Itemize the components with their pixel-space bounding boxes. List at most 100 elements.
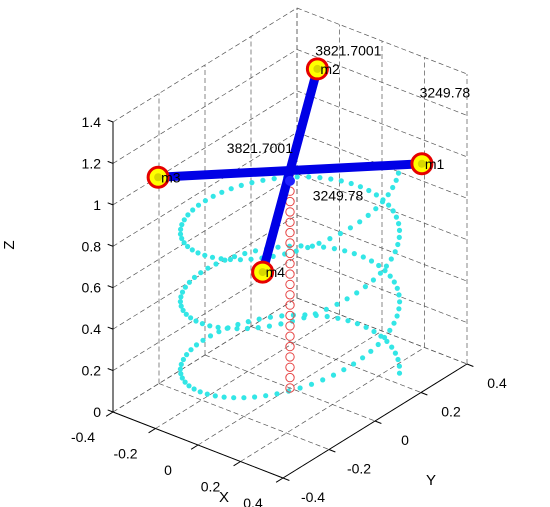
trajectory-point [328,176,334,182]
z-tick-mark [107,243,114,247]
trajectory-point [184,352,190,358]
trajectory-point [391,279,397,285]
vertical-track-series [285,186,295,393]
rotor-m4-hub [258,268,267,277]
trajectory-point [395,356,401,363]
trajectory-point [298,243,304,249]
trajectory-point [387,327,393,333]
trajectory-point [180,307,186,313]
trajectory-point [227,256,233,263]
trajectory-point [306,174,312,180]
z-tick-label: 0.2 [82,363,102,379]
trajectory-point [396,227,403,233]
trajectory-point [256,316,262,322]
trajectory-point [331,246,337,252]
trajectory-point [186,279,192,285]
x-tick-mark [105,411,114,417]
trajectory-point [373,192,379,198]
trajectory-point [305,244,311,251]
trajectory-point [341,367,347,373]
trajectory-point [387,273,393,279]
trajectory-point [338,178,344,184]
trajectory-point [337,230,343,237]
trajectory-point [385,192,391,198]
trajectory-point [195,250,201,256]
grid-line [112,90,298,206]
track-point [285,383,295,393]
trajectory-point [177,231,184,237]
trajectory-point [376,262,382,269]
trajectory-point [334,301,340,307]
trajectory-point [388,256,394,262]
trajectory-point [190,207,196,213]
track-point [285,310,295,321]
trajectory-point [231,254,238,260]
z-tick-label: 1.2 [82,155,102,171]
trajectory-point [327,236,333,242]
trajectory-point [351,251,357,257]
x-tick-mark [233,461,241,467]
trajectory-point [274,391,280,397]
trajectory-point [185,212,191,218]
trajectory-point [297,385,303,391]
z-tick-label: 0.4 [82,321,102,337]
trajectory-point [345,318,351,324]
y-tick-mark [282,477,290,481]
rotor-m1-hub [417,159,426,168]
trajectory-point [323,306,329,312]
trajectory-point [396,234,402,240]
trajectory-point [242,250,248,257]
y-tick-label: 0.2 [441,404,461,420]
trajectory-point [373,206,379,212]
grid-line [296,256,468,323]
trajectory-point [396,292,402,298]
trajectory-point [197,389,203,395]
trajectory-point [347,225,353,231]
trajectory-point [207,323,213,329]
trajectory-point [397,299,403,305]
x-tick-label: -0.4 [71,429,95,445]
trajectory-point [213,261,219,267]
z-tick-mark [107,326,114,330]
rotor-m2-label: m2 [320,61,340,77]
trajectory-point [396,306,402,312]
trajectory-point [393,177,399,183]
trajectory-point [394,285,400,291]
trajectory-point [249,180,255,186]
arm-annotation: 3249.78 [313,188,364,204]
trajectory-point [245,319,251,325]
trajectory-point [362,284,368,290]
rotor-m3-label: m3 [161,169,181,185]
y-axis-label: Y [426,472,436,489]
grid-line [158,383,330,450]
trajectory-point [252,248,259,254]
trajectory-point [234,326,240,332]
trajectory-series [177,163,403,401]
trajectory-point [193,318,199,324]
y-tick-mark [328,449,336,453]
track-point [285,352,295,362]
trajectory-point [212,393,218,399]
trajectory-point [270,253,276,259]
trajectory-point [394,313,400,319]
trajectory-point [335,315,341,321]
grid-line [250,326,422,393]
trajectory-point [219,189,225,195]
trajectory-point [255,325,261,331]
trajectory-point [386,202,392,208]
trajectory-point [238,182,244,188]
trajectory-point [294,174,300,180]
grid-line [296,214,468,282]
y-tick-label: -0.4 [301,489,325,505]
trajectory-point [237,257,243,263]
track-point [285,279,295,290]
grid-lines [112,7,468,479]
track-point [285,290,295,300]
grid-line [112,173,298,289]
trajectory-point [178,226,184,232]
tick-labels: -0.4 -0.2 0 0.2 0.4 -0.4 -0.2 0 0.2 0.4 0 0.2 0.4 0.6… [71,114,507,507]
grid-line [296,90,468,158]
trajectory-point [186,383,192,389]
trajectory-point [366,187,372,194]
trajectory-point [396,221,402,227]
